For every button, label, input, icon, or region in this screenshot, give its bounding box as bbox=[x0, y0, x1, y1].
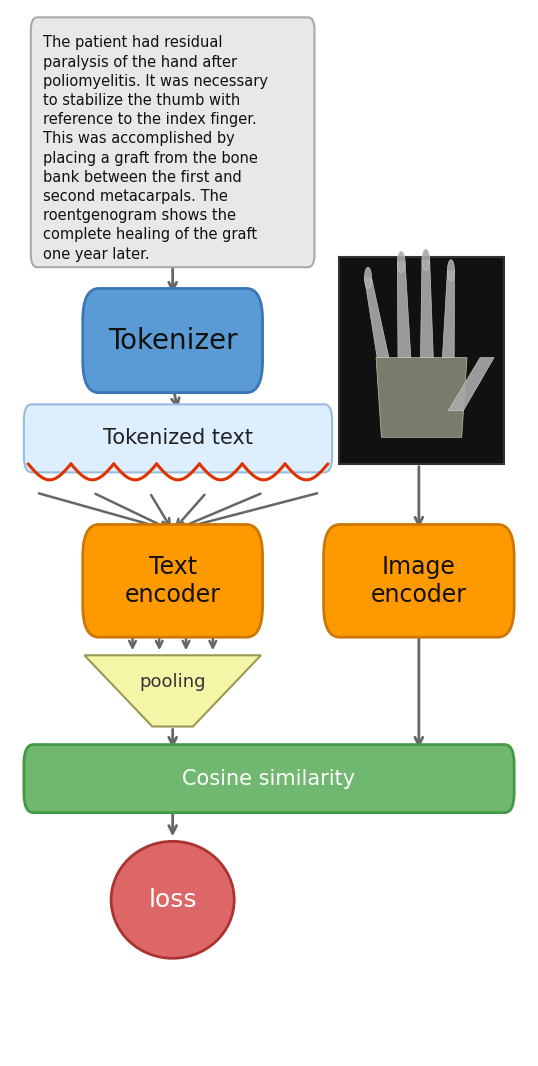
Text: Tokenizer: Tokenizer bbox=[108, 326, 237, 355]
Polygon shape bbox=[442, 271, 455, 357]
Ellipse shape bbox=[111, 841, 234, 958]
Text: The patient had residual
paralysis of the hand after
poliomyelitis. It was neces: The patient had residual paralysis of th… bbox=[43, 35, 268, 261]
FancyBboxPatch shape bbox=[31, 17, 315, 268]
FancyBboxPatch shape bbox=[83, 524, 263, 637]
FancyBboxPatch shape bbox=[338, 257, 505, 464]
FancyBboxPatch shape bbox=[323, 524, 514, 637]
Ellipse shape bbox=[398, 252, 405, 273]
Polygon shape bbox=[448, 357, 494, 410]
Text: Cosine similarity: Cosine similarity bbox=[182, 769, 356, 789]
Text: Text
encoder: Text encoder bbox=[125, 555, 221, 607]
Polygon shape bbox=[84, 656, 261, 727]
FancyBboxPatch shape bbox=[24, 404, 332, 472]
Text: Tokenized text: Tokenized text bbox=[103, 429, 253, 449]
Polygon shape bbox=[421, 260, 433, 357]
Ellipse shape bbox=[422, 249, 430, 271]
Polygon shape bbox=[376, 357, 467, 437]
Polygon shape bbox=[364, 278, 389, 357]
Ellipse shape bbox=[364, 268, 372, 289]
Text: Image
encoder: Image encoder bbox=[371, 555, 467, 607]
FancyBboxPatch shape bbox=[83, 289, 263, 392]
Text: pooling: pooling bbox=[139, 674, 206, 692]
Polygon shape bbox=[398, 262, 411, 357]
Text: loss: loss bbox=[148, 888, 197, 911]
FancyBboxPatch shape bbox=[24, 744, 514, 812]
Ellipse shape bbox=[448, 260, 455, 281]
